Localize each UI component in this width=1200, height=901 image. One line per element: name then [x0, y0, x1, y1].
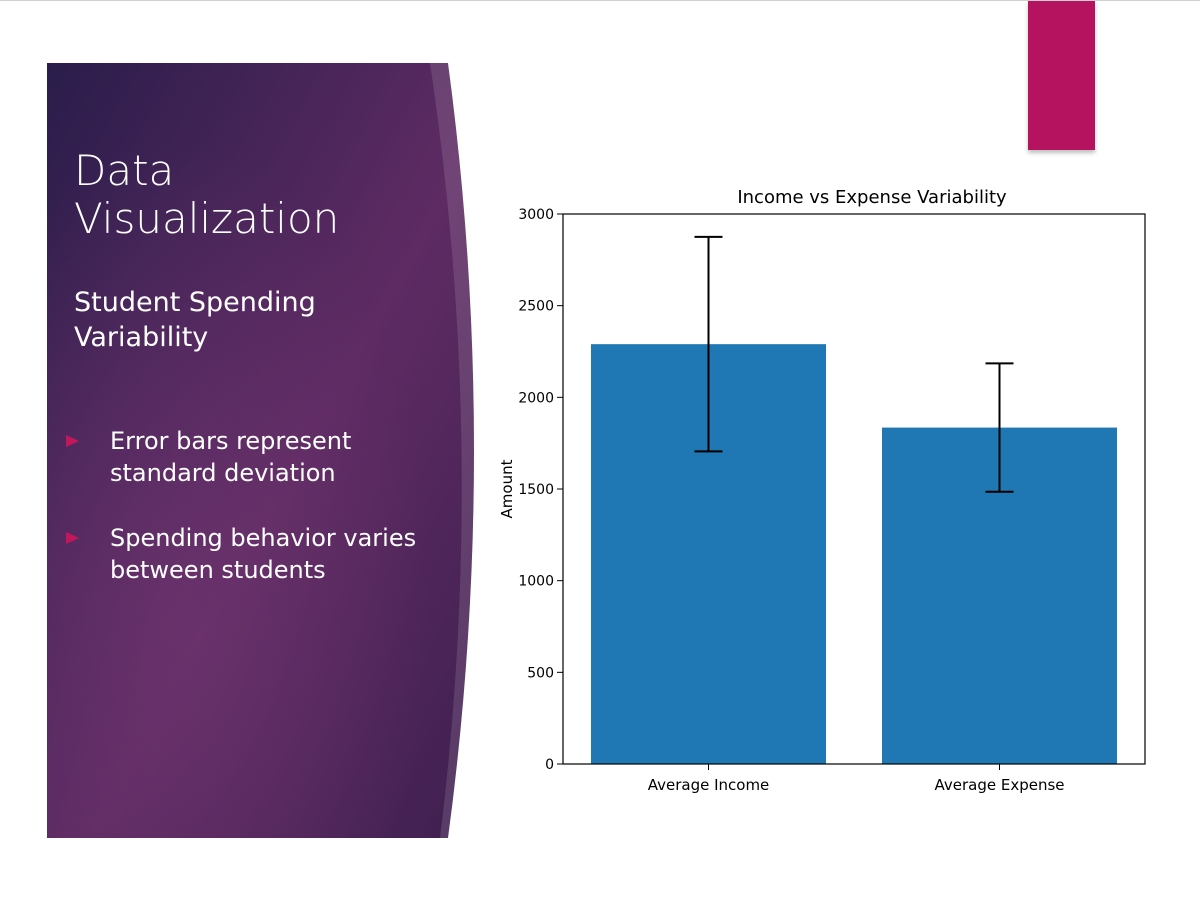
y-tick-label: 2000 [518, 390, 554, 406]
y-axis: 0 500 1000 1500 2000 2500 3000 [518, 207, 563, 773]
bullet-list: Error bars represent standard deviation … [62, 425, 442, 619]
chart-title: Income vs Expense Variability [737, 187, 1007, 208]
y-tick-label: 0 [545, 757, 554, 773]
x-tick-label: Average Expense [934, 776, 1064, 794]
bullet-item: Error bars represent standard deviation [62, 425, 442, 489]
bar-chart: Income vs Expense Variability Amount 0 50… [498, 187, 1146, 794]
bullet-text: Spending behavior varies between student… [110, 524, 417, 584]
y-tick-label: 500 [527, 665, 554, 681]
error-bars-group [694, 235, 1014, 493]
y-tick-label: 2500 [518, 299, 554, 315]
bars-group [591, 344, 1117, 764]
y-tick-label: 1500 [518, 482, 554, 498]
bullet-text: Error bars represent standard deviation [110, 427, 352, 487]
accent-bar [1028, 1, 1095, 150]
y-axis-label: Amount [498, 459, 516, 518]
x-axis: Average Income Average Expense [648, 764, 1065, 794]
arrow-bullet-icon [66, 532, 79, 544]
x-tick-label: Average Income [648, 776, 770, 794]
arrow-bullet-icon [66, 435, 79, 447]
y-tick-label: 3000 [518, 207, 554, 223]
y-tick-label: 1000 [518, 574, 554, 590]
bullet-item: Spending behavior varies between student… [62, 522, 442, 586]
slide-title: Data Visualization [74, 146, 340, 243]
plot-frame [562, 213, 1146, 765]
slide-subtitle: Student Spending Variability [74, 287, 316, 353]
